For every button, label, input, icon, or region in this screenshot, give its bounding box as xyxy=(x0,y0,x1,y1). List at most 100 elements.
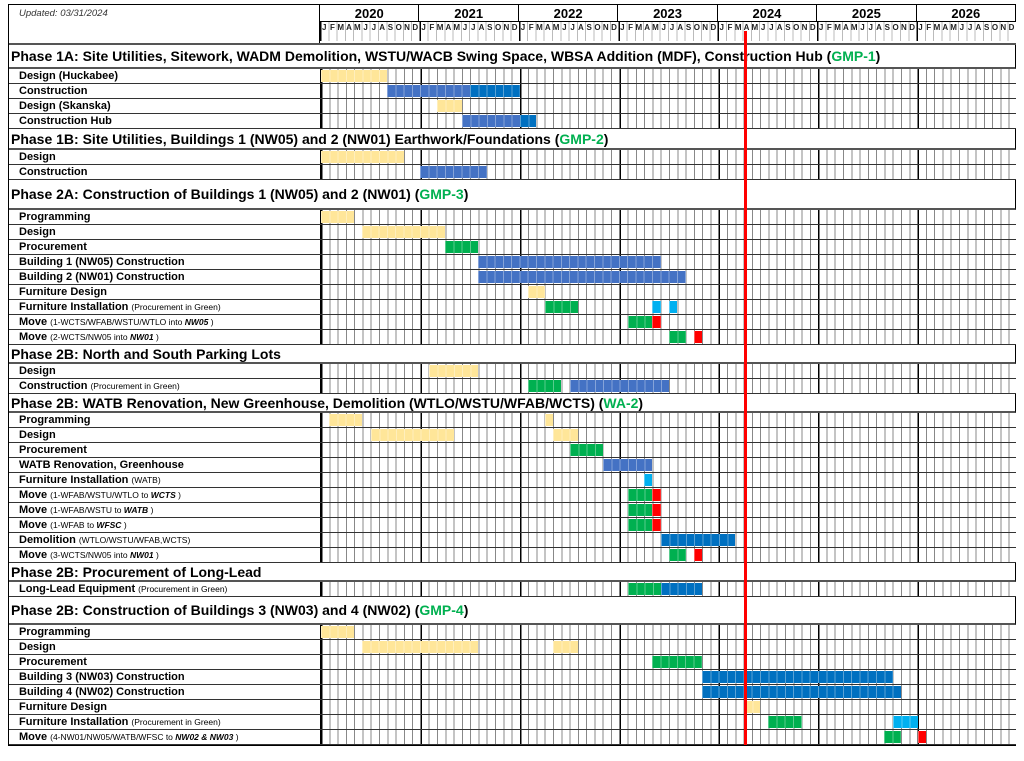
month-label: D xyxy=(1008,23,1015,32)
month-label: O xyxy=(395,23,402,32)
task-label: Move (1-WFAB/WSTU to WATB ) xyxy=(9,503,321,517)
gantt-bar-design xyxy=(370,429,454,441)
month-label: J xyxy=(959,23,965,32)
year-label: 2026 xyxy=(917,5,1016,21)
month-label: A xyxy=(876,23,882,32)
task-timeline xyxy=(321,315,1017,329)
phase-tag: WA-2 xyxy=(603,394,639,411)
task-row: Move (3-WCTS/NW05 into NW01 ) xyxy=(9,548,1017,563)
month-label: S xyxy=(884,23,890,32)
task-name: Building 4 (NW02) Construction xyxy=(19,686,185,698)
task-name: Design xyxy=(19,429,56,441)
gantt-bar-procurement xyxy=(544,301,578,313)
month-label: D xyxy=(909,23,916,32)
phase-header: Phase 2B: WATB Renovation, New Greenhous… xyxy=(9,394,1016,413)
task-timeline xyxy=(321,330,1017,344)
task-timeline xyxy=(321,300,1017,314)
task-timeline xyxy=(321,655,1017,669)
phase-tag: GMP-4 xyxy=(419,602,464,618)
task-row: Design xyxy=(9,428,1017,443)
month-label: M xyxy=(552,23,560,32)
year-label: 2020 xyxy=(320,5,420,21)
month-label: N xyxy=(404,23,410,32)
task-row: Move (1-WCTS/WFAB/WSTU/WTLO into NW05 ) xyxy=(9,315,1017,330)
task-timeline xyxy=(321,533,1017,547)
month-label: A xyxy=(776,23,783,32)
task-name: Move xyxy=(19,519,48,531)
gantt-bar-design xyxy=(321,151,404,163)
task-row: Demolition (WTLO/WSTU/WFAB,WCTS) xyxy=(9,533,1017,548)
month-label: J xyxy=(570,23,575,32)
task-label: Procurement xyxy=(9,655,321,669)
task-name: Construction Hub xyxy=(19,115,112,127)
task-note: (WATB) xyxy=(131,475,160,485)
month-label: J xyxy=(471,23,476,32)
month-label: A xyxy=(644,23,651,32)
month-label: F xyxy=(826,23,832,32)
gantt-bar-construction xyxy=(387,85,471,97)
task-label: Programming xyxy=(9,625,321,639)
gantt-bar-construction xyxy=(478,271,686,283)
task-note-end: ) xyxy=(233,732,239,742)
month-label: O xyxy=(892,23,899,32)
month-label: J xyxy=(769,23,774,32)
task-note: (Procurement in Green) xyxy=(131,717,220,727)
task-name: Procurement xyxy=(19,241,87,253)
phase-title: Phase 1A: Site Utilities, Sitework, WADM… xyxy=(11,48,832,64)
gantt-bar-furniture xyxy=(669,301,678,313)
task-timeline xyxy=(321,518,1017,532)
month-label: M xyxy=(337,23,345,32)
task-row: Move (4-NW01/NW05/WATB/WFSC to NW02 & NW0… xyxy=(9,730,1017,745)
task-label: Procurement xyxy=(9,443,321,457)
task-row: Move (1-WFAB/WSTU to WATB ) xyxy=(9,503,1017,518)
task-name: Design (Huckabee) xyxy=(19,70,119,82)
task-timeline xyxy=(321,114,1017,128)
month-label: F xyxy=(528,23,534,32)
gantt-bar-procurement xyxy=(528,380,562,392)
task-note: (Procurement in Green) xyxy=(131,302,220,312)
task-note-emphasis: NW05 xyxy=(184,317,209,327)
month-label: M xyxy=(353,23,361,32)
task-name: Design (Skanska) xyxy=(19,100,111,112)
gantt-bar-move xyxy=(652,519,661,531)
task-row: Furniture Installation (Procurement in Gr… xyxy=(9,715,1017,730)
gantt-bar-move xyxy=(917,731,927,743)
gantt-bar-construction_dark xyxy=(519,115,537,127)
task-label: Move (1-WCTS/WFAB/WSTU/WTLO into NW05 ) xyxy=(9,315,321,329)
month-label: D xyxy=(809,23,816,32)
year-row: 2020 2021 2022 2023 2024 2025 2026 xyxy=(320,5,1016,22)
gantt-bar-design xyxy=(321,211,355,223)
task-name: Design xyxy=(19,151,56,163)
task-timeline xyxy=(321,458,1017,472)
task-name: Furniture Installation xyxy=(19,301,129,313)
task-label: Design xyxy=(9,225,321,239)
phase-title-close: ) xyxy=(875,48,881,64)
task-label: Long-Lead Equipment (Procurement in Green… xyxy=(9,582,321,596)
phase-header: Phase 2A: Construction of Buildings 1 (N… xyxy=(9,180,1016,210)
month-label: O xyxy=(494,23,502,32)
year-label: 2023 xyxy=(618,5,718,21)
month-label: N xyxy=(900,23,907,32)
gantt-bar-design xyxy=(437,100,462,112)
task-note: (Procurement in Green) xyxy=(138,584,227,594)
task-note: (3-WCTS/NW05 into NW01 ) xyxy=(50,550,159,560)
gantt-bar-furniture xyxy=(892,716,918,728)
month-label: F xyxy=(628,23,634,32)
task-row: Construction xyxy=(9,84,1017,99)
month-label: J xyxy=(462,23,468,32)
task-row: Design xyxy=(9,225,1017,240)
phase-title: Phase 1B: Site Utilities, Buildings 1 (N… xyxy=(11,130,560,147)
phase-header: Phase 2B: North and South Parking Lots xyxy=(9,345,1016,364)
task-note-text: (1-WFAB/WSTU to xyxy=(50,505,124,515)
task-row: Design (Skanska) xyxy=(9,99,1017,114)
task-row: Design xyxy=(9,364,1017,379)
task-row: Programming xyxy=(9,210,1017,225)
phase-title: Phase 2B: Construction of Buildings 3 (N… xyxy=(11,602,420,618)
gantt-bar-procurement xyxy=(627,504,653,516)
gantt-bar-procurement xyxy=(669,549,686,561)
task-row: Furniture Installation (Procurement in Gr… xyxy=(9,300,1017,315)
task-timeline xyxy=(321,715,1017,729)
month-label: J xyxy=(562,23,567,32)
gantt-bar-move xyxy=(652,316,661,328)
task-label: Furniture Installation (WATB) xyxy=(9,473,321,487)
